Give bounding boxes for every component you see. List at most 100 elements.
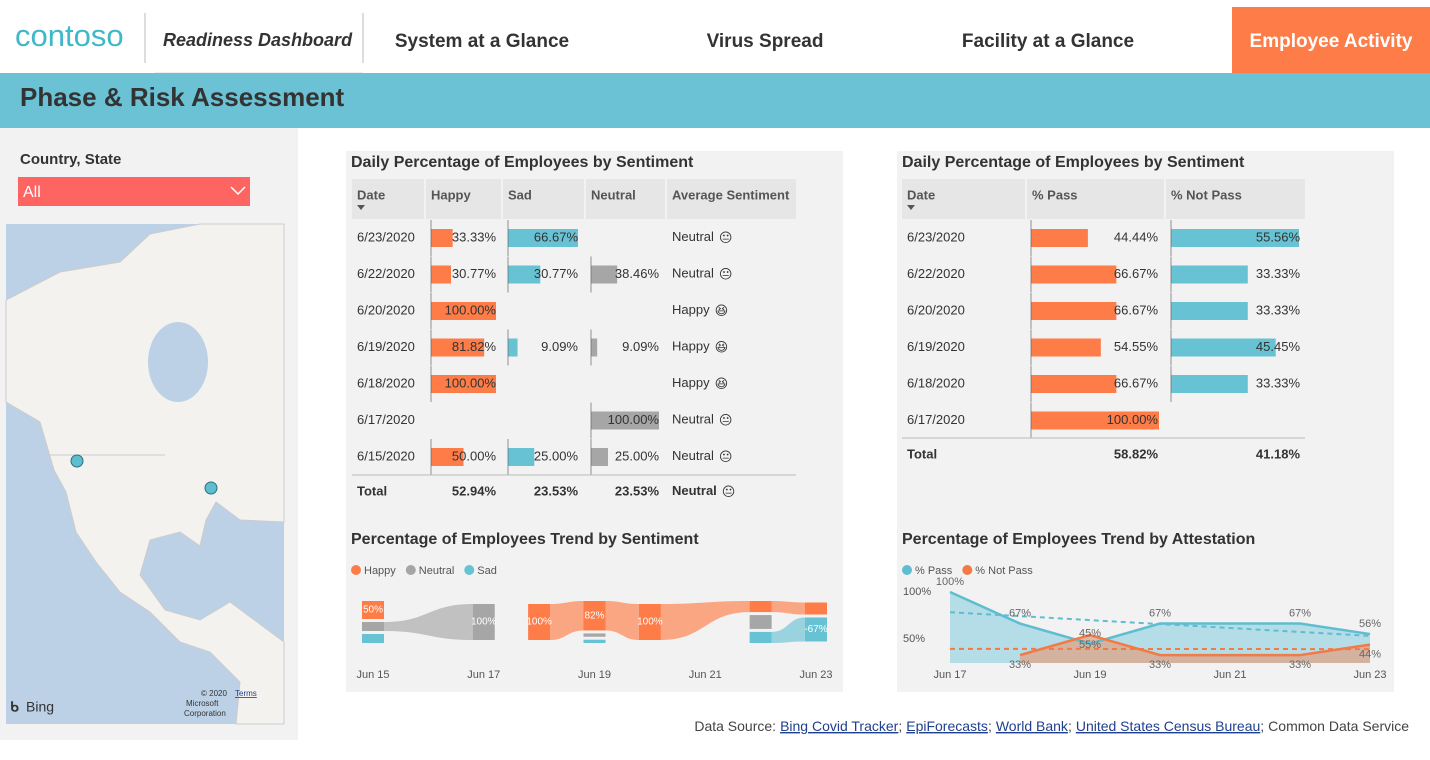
data-label: 67% (1289, 607, 1311, 619)
date-cell: 6/18/2020 (907, 375, 965, 390)
data-bar (1031, 375, 1117, 393)
value-cell: 33.33% (1256, 266, 1301, 281)
nav-item[interactable]: Employee Activity (1250, 31, 1413, 52)
date-cell: 6/17/2020 (357, 412, 415, 427)
total-label: Total (907, 446, 937, 461)
legend-label: Sad (477, 565, 497, 577)
header-bar (0, 0, 1430, 73)
ribbon-segment (805, 617, 827, 642)
dropdown[interactable]: All (18, 177, 250, 206)
value-cell: 100.00% (445, 375, 497, 390)
separator: ; (1068, 718, 1072, 734)
ribbon-segment (362, 622, 384, 631)
data-label: 82% (584, 610, 604, 621)
ribbon-segment (805, 602, 827, 615)
map-terms[interactable]: Terms (235, 689, 257, 698)
column-header: Happy (431, 187, 472, 202)
data-label: 55% (1079, 639, 1101, 651)
date-cell: 6/19/2020 (357, 339, 415, 354)
legend-swatch (351, 565, 361, 575)
filter-label: Country, State (20, 151, 121, 168)
data-label: 33% (1149, 659, 1171, 671)
date-cell: 6/22/2020 (357, 266, 415, 281)
ribbon (771, 617, 805, 643)
date-cell: 6/20/2020 (907, 302, 965, 317)
ribbon (384, 604, 473, 640)
date-cell: 6/23/2020 (907, 229, 965, 244)
value-cell: 33.33% (452, 229, 497, 244)
date-cell: 6/17/2020 (907, 412, 965, 427)
data-bar (1171, 229, 1299, 247)
sentiment-cell: Happy 😆 (672, 375, 728, 391)
date-cell: 6/20/2020 (357, 302, 415, 317)
map-marker[interactable] (70, 454, 84, 468)
y-tick-label: 50% (903, 633, 925, 645)
data-label: 56% (1359, 618, 1381, 630)
value-cell: 66.67% (1114, 375, 1159, 390)
header-cell (586, 179, 665, 219)
dropdown-box[interactable] (18, 177, 250, 206)
source[interactable]: World Bank (996, 718, 1069, 734)
header-cell (503, 179, 584, 219)
nav-item[interactable]: System at a Glance (395, 31, 569, 52)
sentiment: Neutral (672, 229, 714, 244)
column-header: Sad (508, 187, 532, 202)
source[interactable]: United States Census Bureau (1076, 718, 1260, 734)
total-value: 23.53% (534, 483, 579, 498)
ribbon (771, 601, 805, 615)
data-bar (1171, 338, 1276, 357)
dropdown-value[interactable]: All (23, 184, 41, 201)
value-cell: 66.67% (1114, 302, 1159, 317)
x-tick-label: Jun 17 (933, 669, 966, 681)
ribbon (605, 601, 639, 640)
separator: ; (898, 718, 902, 734)
footer-label: Data Source: (694, 718, 776, 734)
line (949, 590, 1371, 645)
data-label: 100% (471, 617, 497, 628)
value-cell: 100.00% (445, 302, 497, 317)
separator: ; (1260, 718, 1264, 734)
sentiment: Neutral (672, 448, 714, 463)
data-label: 100% (526, 617, 552, 628)
ribbon-segment (362, 634, 384, 643)
land (5, 223, 285, 725)
chevron[interactable] (230, 186, 246, 196)
total-value: 41.18% (1256, 446, 1301, 461)
emoji: 😆 (715, 377, 729, 392)
data-bar (431, 229, 453, 247)
data-label: 44% (1359, 649, 1381, 661)
data-bar (431, 448, 464, 466)
hudson-bay (148, 322, 208, 402)
total-value: 58.82% (1114, 446, 1159, 461)
value-cell: 66.67% (1114, 266, 1159, 281)
nav-active[interactable] (1232, 7, 1430, 73)
column-header: Average Sentiment (672, 187, 790, 202)
map[interactable]: Bing ᑲ © 2020 Terms Microsoft Corporatio… (5, 223, 285, 725)
emoji: 😆 (715, 304, 729, 319)
ribbon-segment (583, 633, 606, 637)
source[interactable]: EpiForecasts (906, 718, 988, 734)
map-copyright: © 2020 (201, 689, 227, 698)
x-tick-label: Jun 17 (467, 669, 500, 681)
nav-item[interactable]: Virus Spread (707, 31, 824, 52)
map-marker[interactable] (204, 481, 218, 495)
data-bar (1171, 302, 1248, 320)
source: Common Data Service (1268, 718, 1409, 734)
emoji: 😐 (722, 485, 736, 500)
date-cell: 6/23/2020 (357, 229, 415, 244)
data-bar (1171, 375, 1248, 393)
nav-item[interactable]: Facility at a Glance (962, 31, 1134, 52)
emoji: 😐 (719, 413, 733, 428)
source[interactable]: Bing Covid Tracker (780, 718, 899, 734)
map-copyright: Corporation (184, 709, 226, 718)
data-bar (431, 338, 485, 357)
data-bar (508, 338, 518, 357)
chart-title: Percentage of Employees Trend by Attesta… (902, 531, 1255, 548)
ribbon-segment (583, 601, 606, 631)
x-tick-label: Jun 21 (689, 669, 722, 681)
ribbon-segment (362, 601, 384, 619)
legend-swatch (962, 565, 973, 575)
value-cell: 9.09% (622, 339, 659, 354)
